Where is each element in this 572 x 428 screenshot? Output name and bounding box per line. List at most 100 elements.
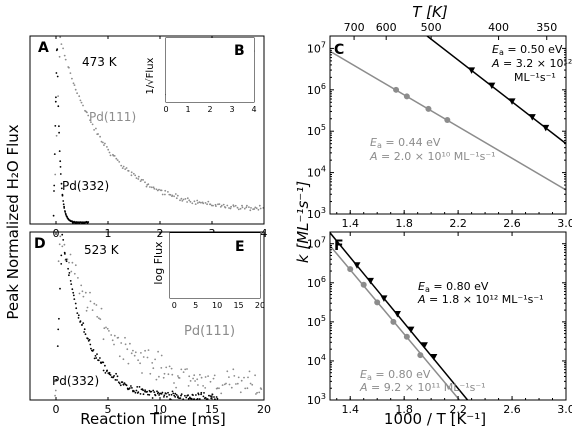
data-point bbox=[154, 394, 157, 397]
svg-text:A = 9.2 × 10¹¹ ML⁻¹s⁻¹: A = 9.2 × 10¹¹ ML⁻¹s⁻¹ bbox=[359, 381, 486, 394]
data-point bbox=[69, 253, 72, 256]
data-point bbox=[230, 205, 233, 208]
fit-label-f-gray: Ea = 0.80 eV A = 9.2 × 10¹¹ ML⁻¹s⁻¹ bbox=[359, 368, 486, 394]
data-marker-triangle bbox=[407, 326, 415, 334]
data-point bbox=[254, 374, 256, 377]
data-point bbox=[90, 347, 92, 350]
data-point bbox=[73, 298, 76, 300]
left-y-axis-label: Peak Normalized H₂O Flux bbox=[4, 124, 22, 319]
data-point bbox=[167, 191, 169, 193]
data-point bbox=[130, 171, 133, 174]
data-point bbox=[95, 304, 98, 306]
data-point bbox=[230, 386, 233, 389]
data-point bbox=[160, 189, 163, 192]
data-point bbox=[108, 371, 111, 374]
data-point bbox=[71, 288, 74, 291]
data-point bbox=[171, 390, 174, 393]
data-point bbox=[248, 206, 250, 209]
data-point bbox=[182, 198, 185, 201]
y-tick-label: 105 bbox=[307, 314, 326, 329]
data-point bbox=[137, 175, 140, 178]
data-point bbox=[55, 96, 57, 99]
data-point bbox=[150, 390, 153, 393]
panel-d: 0 5 10 15 20 bbox=[29, 231, 271, 416]
inset-background bbox=[170, 233, 260, 298]
data-point bbox=[97, 133, 99, 135]
data-point bbox=[160, 393, 163, 395]
data-point bbox=[87, 114, 90, 117]
x-tick-label: 1.8 bbox=[395, 403, 413, 416]
x-tick-label: 2.2 bbox=[449, 403, 467, 416]
panel-letter-b: B bbox=[234, 43, 245, 59]
data-point bbox=[152, 186, 155, 189]
data-point bbox=[207, 375, 210, 377]
data-point bbox=[81, 324, 83, 326]
x-tick-label: 3 bbox=[229, 105, 234, 114]
data-point bbox=[82, 295, 85, 298]
data-point bbox=[147, 393, 149, 396]
data-point bbox=[118, 355, 121, 358]
data-point bbox=[165, 366, 168, 369]
data-point bbox=[257, 208, 260, 211]
data-point bbox=[68, 274, 70, 277]
data-point bbox=[71, 261, 74, 264]
data-point bbox=[161, 391, 164, 394]
data-point bbox=[171, 373, 174, 376]
data-point bbox=[152, 367, 155, 370]
data-point bbox=[188, 375, 191, 378]
data-point bbox=[92, 349, 95, 351]
data-point bbox=[84, 291, 87, 294]
data-point bbox=[233, 375, 236, 377]
data-point bbox=[200, 201, 202, 204]
data-point bbox=[100, 140, 103, 143]
x-tick-label: 3.0 bbox=[557, 217, 572, 230]
data-point bbox=[137, 178, 140, 180]
data-point bbox=[146, 356, 149, 359]
data-point bbox=[63, 243, 66, 246]
data-point bbox=[184, 368, 187, 371]
data-point bbox=[134, 391, 137, 394]
data-point bbox=[225, 382, 227, 385]
data-point bbox=[76, 312, 79, 314]
data-point bbox=[114, 379, 117, 381]
data-point bbox=[191, 202, 194, 205]
data-point bbox=[86, 306, 89, 309]
data-marker-triangle bbox=[393, 311, 401, 318]
data-point bbox=[135, 389, 138, 392]
data-point bbox=[168, 394, 171, 396]
data-point bbox=[63, 54, 66, 57]
data-point bbox=[258, 204, 261, 207]
data-point bbox=[149, 372, 152, 375]
data-point bbox=[70, 283, 73, 285]
data-marker-triangle bbox=[420, 342, 428, 349]
data-point bbox=[54, 173, 57, 176]
data-point bbox=[192, 377, 195, 380]
data-point bbox=[233, 205, 235, 208]
data-point bbox=[135, 177, 138, 180]
top-tick-label: 500 bbox=[421, 21, 442, 34]
data-point bbox=[89, 343, 92, 346]
data-point bbox=[249, 209, 252, 212]
series-label-pd332-a: Pd(332) bbox=[62, 179, 109, 193]
data-marker-triangle bbox=[380, 295, 388, 302]
data-point bbox=[62, 200, 65, 202]
data-point bbox=[95, 127, 97, 130]
data-point bbox=[57, 105, 60, 108]
data-point bbox=[133, 390, 135, 393]
data-point bbox=[204, 396, 207, 399]
data-point bbox=[110, 334, 113, 336]
data-point bbox=[251, 383, 254, 386]
data-point bbox=[79, 320, 82, 322]
y-tick-label: 107 bbox=[307, 40, 326, 55]
data-point bbox=[126, 348, 129, 351]
data-point bbox=[58, 317, 60, 320]
x-tick-label: 0 bbox=[172, 301, 177, 310]
data-point bbox=[175, 386, 178, 389]
data-point bbox=[139, 362, 142, 365]
data-point bbox=[187, 385, 190, 387]
data-point bbox=[89, 119, 91, 122]
data-point bbox=[129, 387, 131, 389]
data-point bbox=[163, 394, 166, 397]
data-marker-circle bbox=[444, 117, 451, 124]
data-point bbox=[220, 204, 223, 207]
